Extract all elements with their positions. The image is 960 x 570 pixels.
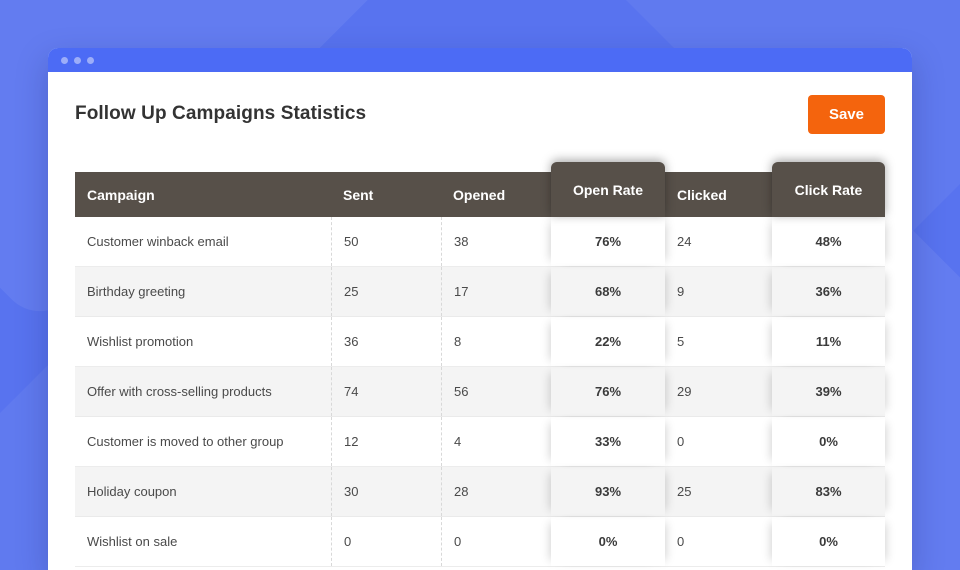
column-header-open-rate: Open Rate [551,162,665,217]
table-header: Campaign Sent Opened Open Rate Clicked Click … [75,162,885,217]
cell-opened: 4 [441,417,551,466]
window-control-dot [61,56,68,64]
cell-opened: 17 [441,267,551,316]
table-body: Customer winback email 50 38 76% 24 48% Birthd… [75,217,885,567]
cell-open-rate: 0% [551,517,665,566]
cell-opened: 56 [441,367,551,416]
cell-opened: 38 [441,217,551,266]
cell-open-rate: 76% [551,217,665,266]
cell-click-rate: 83% [772,467,885,516]
cell-campaign: Wishlist promotion [87,334,194,349]
cell-sent: 50 [331,217,441,266]
cell-campaign: Wishlist on sale [87,534,178,549]
page-content: Follow Up Campaigns Statistics Save Camp… [48,94,912,567]
cell-sent: 74 [331,367,441,416]
app-window: Follow Up Campaigns Statistics Save Camp… [48,48,912,570]
cell-click-rate: 39% [772,367,885,416]
cell-clicked: 0 [677,534,685,549]
cell-open-rate: 68% [551,267,665,316]
cell-campaign: Customer winback email [87,234,229,249]
cell-campaign: Holiday coupon [87,484,177,499]
page-title: Follow Up Campaigns Statistics [75,103,367,124]
table-row: Customer is moved to other group 12 4 33% 0 0… [75,417,885,467]
cell-opened: 0 [441,517,551,566]
cell-open-rate: 33% [551,417,665,466]
cell-clicked: 25 [677,484,692,499]
table-row: Wishlist promotion 36 8 22% 5 11% [75,317,885,367]
cell-click-rate: 36% [772,267,885,316]
cell-clicked: 9 [677,284,685,299]
cell-campaign: Birthday greeting [87,284,186,299]
cell-sent: 36 [331,317,441,366]
cell-open-rate: 22% [551,317,665,366]
column-header-sent: Sent [331,172,441,217]
table-row: Wishlist on sale 0 0 0% 0 0% [75,517,885,567]
cell-click-rate: 48% [772,217,885,266]
save-button[interactable]: Save [807,94,885,134]
cell-opened: 8 [441,317,551,366]
window-titlebar [48,48,912,72]
cell-opened: 28 [441,467,551,516]
page-header: Follow Up Campaigns Statistics Save [75,94,885,134]
table-row: Offer with cross-selling products 74 56 76%… [75,367,885,417]
campaign-stats-table: Campaign Sent Opened Open Rate Clicked Click … [75,162,885,567]
column-header-campaign: Campaign [75,172,331,217]
cell-clicked: 24 [677,234,692,249]
cell-sent: 0 [331,517,441,566]
cell-campaign: Offer with cross-selling products [87,384,272,399]
table-row: Customer winback email 50 38 76% 24 48% [75,217,885,267]
cell-open-rate: 93% [551,467,665,516]
table-row: Birthday greeting 25 17 68% 9 36% [75,267,885,317]
window-control-dot [87,56,94,64]
cell-sent: 30 [331,467,441,516]
column-header-opened: Opened [441,172,551,217]
cell-campaign: Customer is moved to other group [87,434,284,449]
column-header-clicked: Clicked [665,172,772,217]
cell-click-rate: 0% [772,417,885,466]
cell-sent: 12 [331,417,441,466]
table-row: Holiday coupon 30 28 93% 25 83% [75,467,885,517]
cell-click-rate: 0% [772,517,885,566]
cell-sent: 25 [331,267,441,316]
cell-open-rate: 76% [551,367,665,416]
cell-clicked: 0 [677,434,685,449]
cell-clicked: 29 [677,384,692,399]
column-header-click-rate: Click Rate [772,162,885,217]
cell-clicked: 5 [677,334,685,349]
window-control-dot [74,56,81,64]
cell-click-rate: 11% [772,317,885,366]
